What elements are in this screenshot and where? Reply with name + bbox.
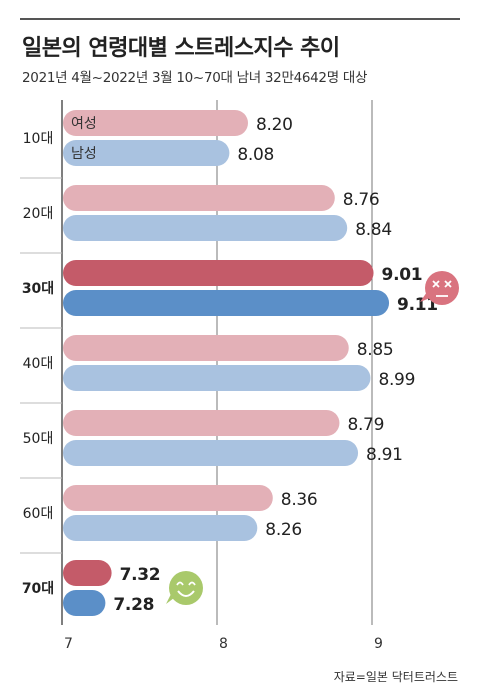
chart-subtitle: 2021년 4월~2022년 3월 10~70대 남녀 32만4642명 대상 bbox=[22, 70, 368, 86]
value-label: 8.20 bbox=[256, 115, 293, 135]
bar-female bbox=[63, 485, 273, 511]
value-label: 8.08 bbox=[237, 145, 274, 165]
bar-male bbox=[63, 290, 390, 316]
legend-label-female: 여성 bbox=[71, 116, 97, 132]
bar-female bbox=[63, 335, 349, 361]
value-label: 9.11 bbox=[397, 295, 438, 315]
bar-male bbox=[63, 590, 106, 616]
bar-female bbox=[63, 560, 112, 586]
category-label: 50대 bbox=[23, 431, 54, 447]
value-label: 8.26 bbox=[265, 520, 302, 540]
bar-male bbox=[63, 140, 230, 166]
bar-female bbox=[63, 110, 248, 136]
bar-female bbox=[63, 260, 374, 286]
mouth bbox=[177, 590, 195, 597]
chart-title: 일본의 연령대별 스트레스지수 추이 bbox=[22, 36, 340, 61]
bar-female bbox=[63, 185, 335, 211]
x-tick-label: 7 bbox=[64, 636, 73, 652]
value-label: 8.84 bbox=[355, 220, 392, 240]
value-label: 8.91 bbox=[366, 445, 403, 465]
bar-male bbox=[63, 515, 258, 541]
value-label: 8.99 bbox=[378, 370, 415, 390]
bar-female bbox=[63, 410, 340, 436]
value-label: 8.36 bbox=[281, 490, 318, 510]
value-label: 8.79 bbox=[347, 415, 384, 435]
bar-male bbox=[63, 440, 359, 466]
bar-male bbox=[63, 215, 348, 241]
value-label: 8.85 bbox=[357, 340, 394, 360]
category-label: 40대 bbox=[23, 356, 54, 372]
value-label: 7.28 bbox=[113, 595, 154, 615]
category-label: 70대 bbox=[22, 581, 54, 597]
category-label: 60대 bbox=[23, 506, 54, 522]
smiling-face-icon bbox=[169, 571, 203, 605]
x-tick-label: 8 bbox=[219, 636, 228, 652]
x-tick-label: 9 bbox=[374, 636, 383, 652]
category-label: 10대 bbox=[23, 131, 54, 147]
bar-male bbox=[63, 365, 371, 391]
value-label: 9.01 bbox=[382, 265, 423, 285]
x-eye bbox=[432, 280, 440, 288]
speech-tail bbox=[420, 292, 430, 302]
legend-label-male: 남성 bbox=[71, 146, 97, 162]
value-label: 7.32 bbox=[120, 565, 161, 585]
x-eye bbox=[444, 280, 452, 288]
source-note: 자료=일본 닥터트러스트 bbox=[333, 670, 458, 684]
category-label: 30대 bbox=[22, 281, 54, 297]
top-rule bbox=[20, 18, 460, 20]
speech-tail bbox=[166, 592, 174, 604]
value-label: 8.76 bbox=[343, 190, 380, 210]
stressed-face-icon bbox=[425, 271, 459, 305]
category-label: 20대 bbox=[23, 206, 54, 222]
happy-eye bbox=[176, 581, 196, 586]
